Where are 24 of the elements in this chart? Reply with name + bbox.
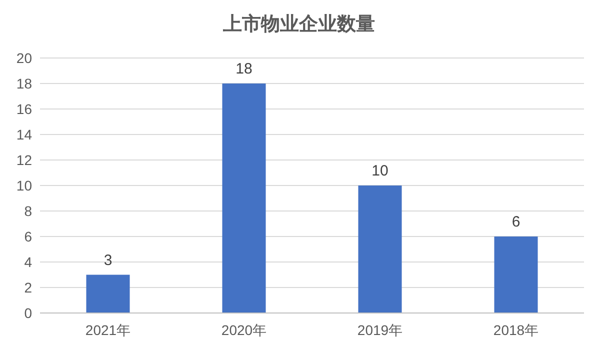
y-tick-label: 12 <box>16 152 32 168</box>
bar <box>222 84 266 313</box>
bar <box>494 236 538 313</box>
chart-title: 上市物业企业数量 <box>222 13 375 35</box>
data-label: 18 <box>236 60 252 78</box>
x-tick-label: 2021年 <box>85 322 131 338</box>
bar <box>86 274 130 313</box>
y-tick-label: 4 <box>24 254 32 270</box>
x-tick-label: 2018年 <box>493 322 539 338</box>
data-label: 6 <box>512 214 520 230</box>
bar <box>358 186 402 313</box>
x-tick-label: 2020年 <box>221 322 267 338</box>
y-tick-label: 16 <box>16 100 32 117</box>
y-tick-label: 18 <box>16 75 32 92</box>
y-tick-label: 0 <box>24 304 32 321</box>
data-label: 3 <box>104 252 112 269</box>
x-tick-label: 2019年 <box>357 322 403 338</box>
y-tick-label: 10 <box>16 177 32 194</box>
y-tick-label: 20 <box>16 50 32 66</box>
y-tick-label: 8 <box>24 202 32 219</box>
y-tick-label: 2 <box>24 279 32 296</box>
y-tick-label: 14 <box>16 126 32 142</box>
data-label: 10 <box>372 162 388 180</box>
y-tick-label: 6 <box>24 228 32 244</box>
